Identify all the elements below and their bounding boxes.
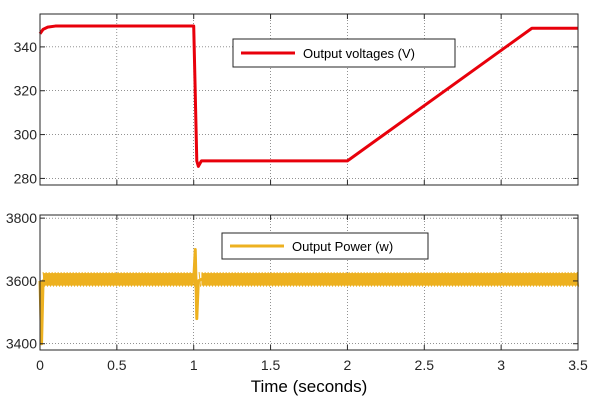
power-ripple-stroke <box>561 272 565 287</box>
power-ripple-stroke <box>177 272 181 287</box>
power-ripple-stroke <box>174 272 178 287</box>
power-ripple-stroke <box>54 272 58 287</box>
power-ripple-stroke <box>183 272 187 287</box>
voltage-series <box>38 24 578 168</box>
power-ripple-stroke <box>114 272 118 287</box>
power-axes-frame <box>39 214 579 351</box>
power-ripple-stroke <box>84 272 88 287</box>
power-ripple-stroke <box>102 272 106 287</box>
power-series-line <box>38 248 579 346</box>
x-axis-label: Time (seconds) <box>251 377 368 396</box>
power-ripple-stroke <box>567 272 571 287</box>
power-ripple-stroke <box>171 272 175 287</box>
power-ripple-stroke <box>111 272 115 287</box>
power-ripple-stroke <box>72 272 76 287</box>
power-axes: 0 0.5 1 1.5 2 2.5 3 3.5 3400 3600 3800 Output Powe… <box>6 210 588 373</box>
power-xtick-label: 2 <box>344 357 352 373</box>
power-ripple-stroke <box>96 272 100 287</box>
power-ripple-stroke <box>120 272 124 287</box>
power-ripple-stroke <box>123 272 127 287</box>
power-ripple-stroke <box>144 272 148 287</box>
voltage-ytick-label: 340 <box>14 39 38 55</box>
power-ripple-stroke <box>189 272 193 287</box>
power-ripple-stroke <box>45 272 49 287</box>
power-xtick-label: 0 <box>36 357 44 373</box>
power-ripple-stroke <box>60 272 64 287</box>
power-ytick-label: 3600 <box>6 273 37 289</box>
power-xtick-label: 2.5 <box>415 357 435 373</box>
power-ripple-stroke <box>90 272 94 287</box>
power-ripple-stroke <box>141 272 145 287</box>
power-ripple-stroke <box>132 272 136 287</box>
power-ripple-stroke <box>57 272 61 287</box>
power-ripple-stroke <box>108 272 112 287</box>
power-ripple-stroke <box>165 272 169 287</box>
power-ripple-stroke <box>63 272 67 287</box>
power-ripple-stroke <box>135 272 139 287</box>
power-ripple-stroke <box>180 272 184 287</box>
power-ripple-stroke <box>573 272 577 287</box>
power-ripple-stroke <box>78 272 82 287</box>
power-xtick-label: 0.5 <box>107 357 127 373</box>
voltage-axes-frame <box>39 13 579 186</box>
power-legend: Output Power (w) <box>221 232 429 260</box>
power-legend-label: Output Power (w) <box>292 239 393 254</box>
power-ripple-stroke <box>87 272 91 287</box>
power-ripple-stroke <box>168 272 172 287</box>
voltage-ytick-label: 280 <box>14 170 38 186</box>
power-ripple-stroke <box>48 272 52 287</box>
power-ripple-stroke <box>93 272 97 287</box>
power-ripple-stroke <box>564 272 568 287</box>
power-xtick-label: 3.5 <box>568 357 588 373</box>
power-xtick-label: 1.5 <box>261 357 281 373</box>
power-ripple-stroke <box>99 272 103 287</box>
voltage-axes: 280 300 320 340 Output voltages (V) <box>14 13 579 186</box>
power-ripple-stroke <box>186 272 190 287</box>
power-ripple-stroke <box>117 272 121 287</box>
voltage-series-line <box>38 24 578 168</box>
power-ripple-stroke <box>69 272 73 287</box>
power-ripple-stroke <box>147 272 151 287</box>
power-ripple-stroke <box>138 272 142 287</box>
power-ripple-stroke <box>162 272 166 287</box>
power-xtick-label: 1 <box>190 357 198 373</box>
voltage-legend: Output voltages (V) <box>232 38 456 68</box>
power-ripple-stroke <box>75 272 79 287</box>
power-ytick-label: 3400 <box>6 336 37 352</box>
power-ripple-stroke <box>126 272 130 287</box>
power-ripple-stroke <box>105 272 109 287</box>
voltage-ticks: 280 300 320 340 <box>14 14 579 186</box>
voltage-ytick-label: 320 <box>14 83 38 99</box>
power-ripple-stroke <box>66 272 70 287</box>
power-ripple-stroke <box>150 272 154 287</box>
power-ripple-stroke <box>81 272 85 287</box>
voltage-legend-label: Output voltages (V) <box>303 46 415 61</box>
power-series <box>38 248 580 346</box>
voltage-ytick-label: 300 <box>14 127 38 143</box>
power-ytick-label: 3800 <box>6 210 37 226</box>
power-xtick-label: 3 <box>497 357 505 373</box>
power-ripple-stroke <box>156 272 160 287</box>
power-ripple-stroke <box>129 272 133 287</box>
power-ripple-stroke <box>570 272 574 287</box>
power-ripple-stroke <box>153 272 157 287</box>
power-ripple-stroke <box>51 272 55 287</box>
power-ticks: 0 0.5 1 1.5 2 2.5 3 3.5 3400 3600 3800 <box>6 210 588 373</box>
power-ripple-stroke <box>159 272 163 287</box>
